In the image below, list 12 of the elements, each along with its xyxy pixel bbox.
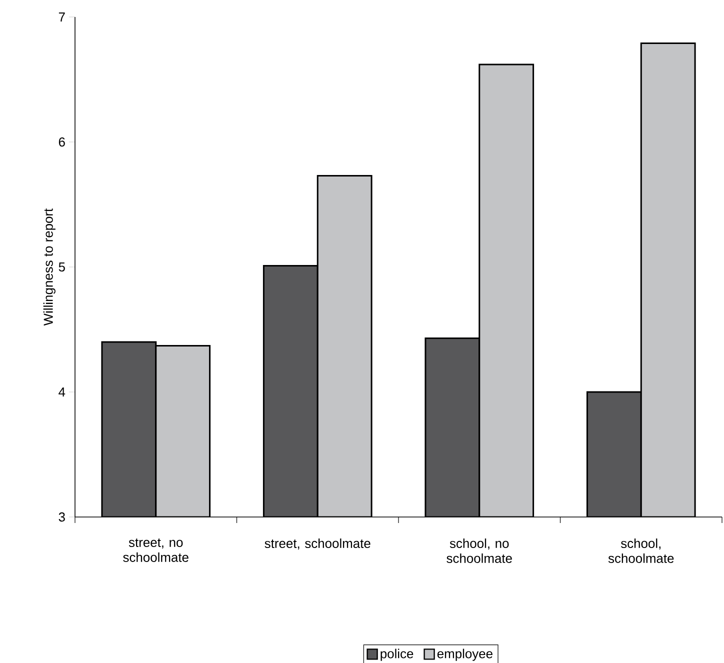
y-tick-label: 3 (58, 512, 65, 522)
legend-label: employee (437, 648, 492, 661)
x-tick-label: street, schoolmate (264, 538, 370, 550)
x-tick-label: school, schoolmate (608, 538, 674, 563)
y-tick-label: 4 (58, 388, 66, 396)
y-tick-label: 5 (58, 262, 65, 272)
legend-label: police (380, 648, 414, 661)
x-tick-label: street, no schoolmate (123, 538, 188, 562)
y-axis-title: Willingness to report (43, 208, 56, 326)
x-tick-label: school, no schoolmate (446, 538, 512, 563)
y-tick-label: 7 (58, 12, 65, 22)
y-tick-label: 6 (58, 137, 65, 147)
